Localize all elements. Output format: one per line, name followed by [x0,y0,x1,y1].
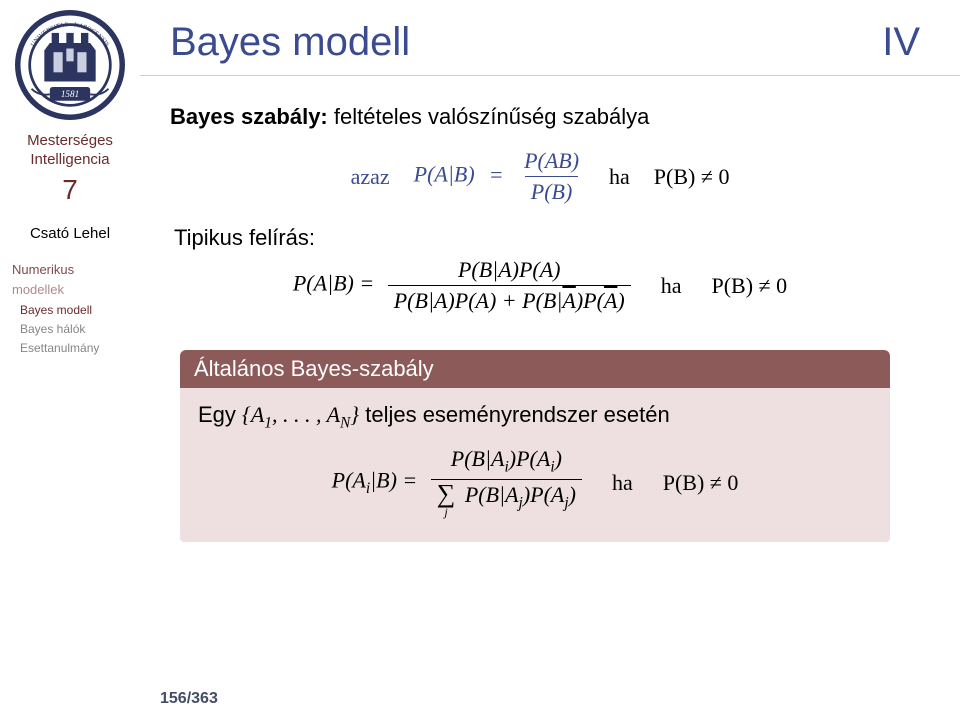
ha-label-2: ha [661,273,682,299]
cond-3: P(B) ≠ 0 [663,470,739,496]
general-fraction: P(B|Ai)P(Ai) ∑j P(B|Aj)P(Aj) [431,446,582,519]
page-number: 156/363 [160,690,218,708]
lead-sentence: Bayes szabály: feltételes valószínűség s… [170,104,910,130]
tipikus-label: Tipikus felírás: [174,225,910,251]
lecture-number: 7 [8,172,132,207]
nav-heading-2[interactable]: modellek [12,280,132,301]
equation-basic: azaz P(A|B) = P(AB) P(B) ha P(B) ≠ 0 [170,148,910,205]
slide-title-row: Bayes modell IV [140,0,960,76]
slide-title: Bayes modell [170,20,410,65]
eq2-lhs: P(A|B) = [293,271,374,296]
lead-rest: feltételes valószínűség szabálya [334,104,650,129]
theorem-box-title: Általános Bayes-szabály [180,350,890,388]
basic-fraction: P(AB) P(B) [518,148,585,205]
cond-1: P(B) ≠ 0 [654,164,730,190]
lead-bold: Bayes szabály: [170,104,334,129]
course-title-line1: Mesterséges [8,132,132,151]
slide-body: Bayes szabály: feltételes valószínűség s… [140,76,960,542]
nav-item-bayes-modell[interactable]: Bayes modell [12,301,132,320]
cond-2: P(B) ≠ 0 [711,273,787,299]
gen-frac-den: ∑j P(B|Aj)P(Aj) [431,479,582,520]
course-title: Mesterséges Intelligencia 7 [8,132,132,207]
slide-title-roman: IV [882,20,920,65]
outline-nav: Numerikus modellek Bayes modell Bayes há… [8,260,132,359]
basic-frac-num: P(AB) [518,148,585,176]
ha-label-3: ha [612,470,633,496]
theorem-box-body: Egy {A1, . . . , AN} teljes eseményrends… [180,388,890,542]
course-title-line2: Intelligencia [8,151,132,170]
nav-heading[interactable]: Numerikus [12,260,132,281]
equation-general: P(Ai|B) = P(B|Ai)P(Ai) ∑j P(B|Aj)P(Aj) h… [198,446,872,519]
eq2-den: P(B|A)P(A) + P(B|A)P(A) [388,285,631,314]
author-name: Csató Lehel [8,225,132,242]
typical-fraction: P(B|A)P(A) P(B|A)P(A) + P(B|A)P(A) [388,257,631,314]
sidebar: UNIVERSITAS • NAPOCENSIS 1581 Mes [0,0,140,720]
ha-label-1: ha [609,164,630,190]
main-content: Bayes modell IV Bayes szabály: feltétele… [140,0,960,720]
nav-item-bayes-halok[interactable]: Bayes hálók [12,320,132,339]
theorem-box: Általános Bayes-szabály Egy {A1, . . . ,… [180,350,890,542]
nav-item-esettanulmany[interactable]: Esettanulmány [12,339,132,358]
gen-frac-num: P(B|Ai)P(Ai) [445,446,568,478]
svg-text:1581: 1581 [61,89,79,99]
box-line1: Egy {A1, . . . , AN} teljes eseményrends… [198,402,872,432]
eq2-num: P(B|A)P(A) [452,257,567,285]
pab-lhs: P(A|B) [414,162,475,187]
university-seal-logo: UNIVERSITAS • NAPOCENSIS 1581 [15,10,125,120]
azaz-label: azaz [351,164,390,190]
equation-typical: P(A|B) = P(B|A)P(A) P(B|A)P(A) + P(B|A)P… [170,257,910,314]
basic-frac-den: P(B) [525,176,579,205]
